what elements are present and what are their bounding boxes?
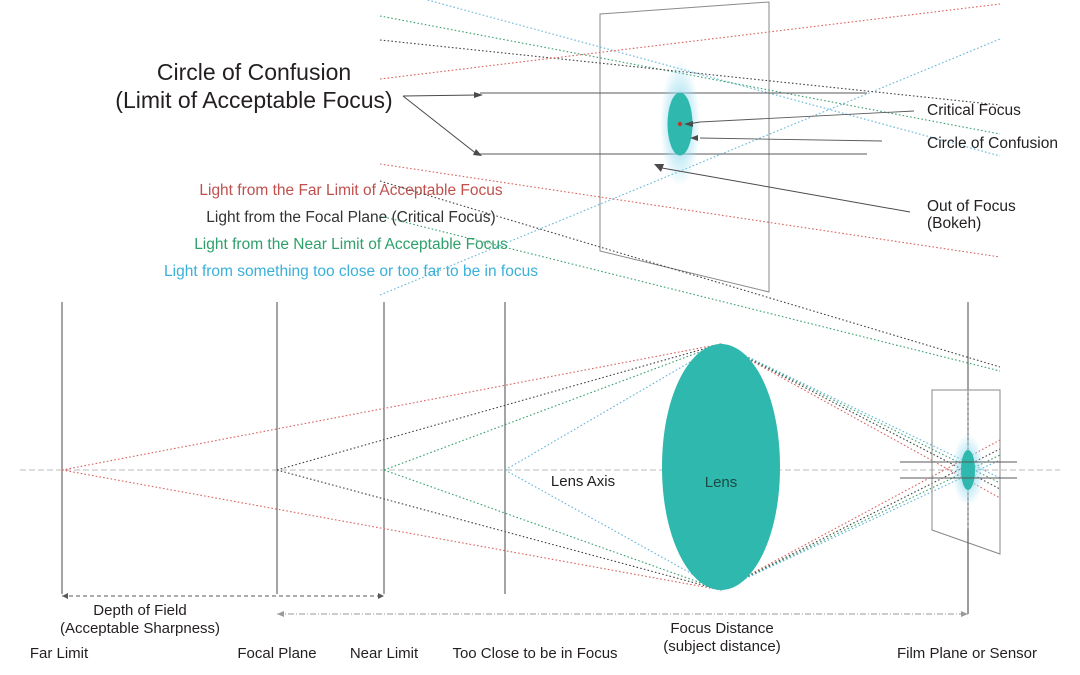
svg-text:Light from the Near Limit of A: Light from the Near Limit of Acceptable …: [194, 236, 508, 253]
svg-text:Lens Axis: Lens Axis: [551, 473, 615, 490]
svg-text:Near Limit: Near Limit: [350, 645, 419, 662]
svg-text:Too Close to be in Focus: Too Close to be in Focus: [452, 645, 617, 662]
svg-text:(Acceptable Sharpness): (Acceptable Sharpness): [60, 620, 220, 637]
svg-text:Film Plane or Sensor: Film Plane or Sensor: [897, 645, 1037, 662]
svg-text:Depth of Field: Depth of Field: [93, 602, 186, 619]
svg-text:Light from the Far Limit of Ac: Light from the Far Limit of Acceptable F…: [199, 182, 502, 199]
svg-text:Far Limit: Far Limit: [30, 645, 89, 662]
svg-text:Focal Plane: Focal Plane: [237, 645, 316, 662]
svg-text:(subject distance): (subject distance): [663, 638, 781, 655]
svg-text:Lens: Lens: [705, 474, 738, 491]
svg-text:(Limit of Acceptable Focus): (Limit of Acceptable Focus): [115, 87, 392, 113]
svg-text:Critical Focus: Critical Focus: [927, 102, 1021, 119]
svg-text:(Bokeh): (Bokeh): [927, 215, 981, 232]
svg-text:Light from the Focal Plane (Cr: Light from the Focal Plane (Critical Foc…: [206, 209, 495, 226]
svg-text:Circle of Confusion: Circle of Confusion: [927, 135, 1058, 152]
svg-text:Focus Distance: Focus Distance: [670, 620, 773, 637]
svg-text:Circle of Confusion: Circle of Confusion: [157, 59, 351, 85]
svg-text:Out of Focus: Out of Focus: [927, 198, 1016, 215]
svg-text:Light from something too close: Light from something too close or too fa…: [164, 263, 538, 280]
